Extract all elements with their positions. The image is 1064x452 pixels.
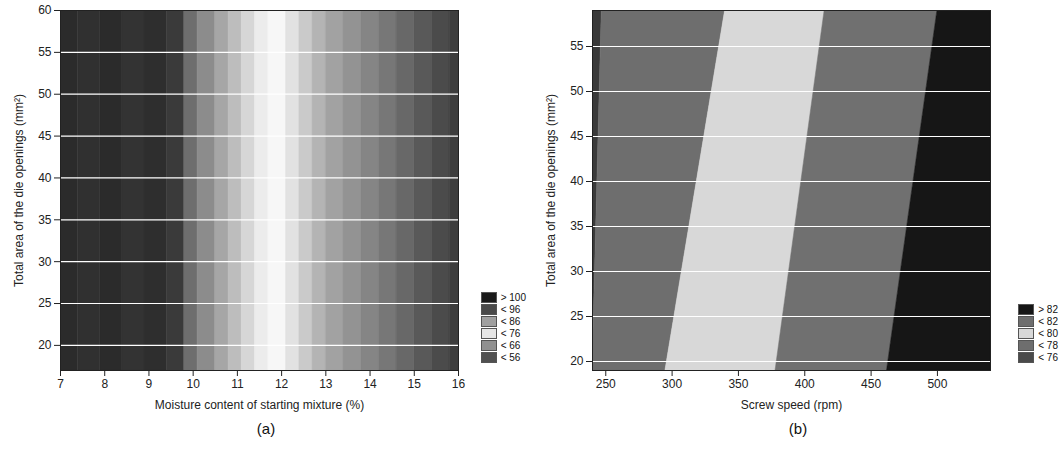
svg-text:10: 10 (186, 377, 200, 391)
svg-text:55: 55 (570, 39, 584, 53)
svg-text:Total area of the die openings: Total area of the die openings (mm²) (12, 94, 26, 287)
svg-text:25: 25 (38, 296, 52, 310)
svg-text:Moisture content of starting m: Moisture content of starting mixture (%) (155, 398, 364, 412)
svg-text:400: 400 (795, 377, 815, 391)
html-text:(a): (a) (256, 420, 276, 437)
svg-text:20: 20 (38, 338, 52, 352)
svg-text:45: 45 (570, 129, 584, 143)
svg-text:20: 20 (570, 354, 584, 368)
svg-text:500: 500 (927, 377, 947, 391)
svg-text:7: 7 (57, 377, 64, 391)
html-text:< 82: < 82 (1038, 315, 1058, 327)
html-text:< 66: < 66 (500, 339, 521, 351)
svg-text:25: 25 (570, 309, 584, 323)
svg-text:40: 40 (570, 174, 584, 188)
svg-text:250: 250 (596, 377, 616, 391)
svg-text:350: 350 (728, 377, 748, 391)
svg-text:45: 45 (38, 129, 52, 143)
svg-text:16: 16 (452, 377, 466, 391)
svg-text:40: 40 (38, 171, 52, 185)
svg-text:Screw speed (rpm): Screw speed (rpm) (741, 398, 842, 412)
svg-text:8: 8 (101, 377, 108, 391)
svg-text:35: 35 (570, 219, 584, 233)
svg-text:13: 13 (319, 377, 333, 391)
html-text:< 76: < 76 (500, 327, 521, 339)
svg-text:35: 35 (38, 213, 52, 227)
svg-text:30: 30 (570, 264, 584, 278)
svg-text:30: 30 (38, 255, 52, 269)
html-text:(b): (b) (788, 420, 808, 437)
html-text:< 80: < 80 (1038, 327, 1058, 339)
svg-text:12: 12 (275, 377, 289, 391)
html-text:< 76: < 76 (1038, 351, 1058, 363)
svg-text:9: 9 (146, 377, 153, 391)
html-text:> 100: > 100 (500, 291, 526, 303)
svg-text:11: 11 (231, 377, 244, 391)
svg-text:450: 450 (861, 377, 881, 391)
svg-text:Total area of the die openings: Total area of the die openings (mm²) (544, 94, 558, 287)
svg-text:60: 60 (38, 3, 52, 17)
svg-text:14: 14 (363, 377, 377, 391)
svg-text:50: 50 (570, 84, 584, 98)
svg-text:55: 55 (38, 45, 52, 59)
svg-text:15: 15 (408, 377, 422, 391)
html-text:< 56: < 56 (500, 351, 521, 363)
html-text:< 96: < 96 (500, 303, 521, 315)
svg-text:50: 50 (38, 87, 52, 101)
html-text:> 82: > 82 (1038, 303, 1058, 315)
html-text:< 78: < 78 (1038, 339, 1058, 351)
html-text:< 86: < 86 (500, 315, 521, 327)
svg-text:300: 300 (662, 377, 682, 391)
